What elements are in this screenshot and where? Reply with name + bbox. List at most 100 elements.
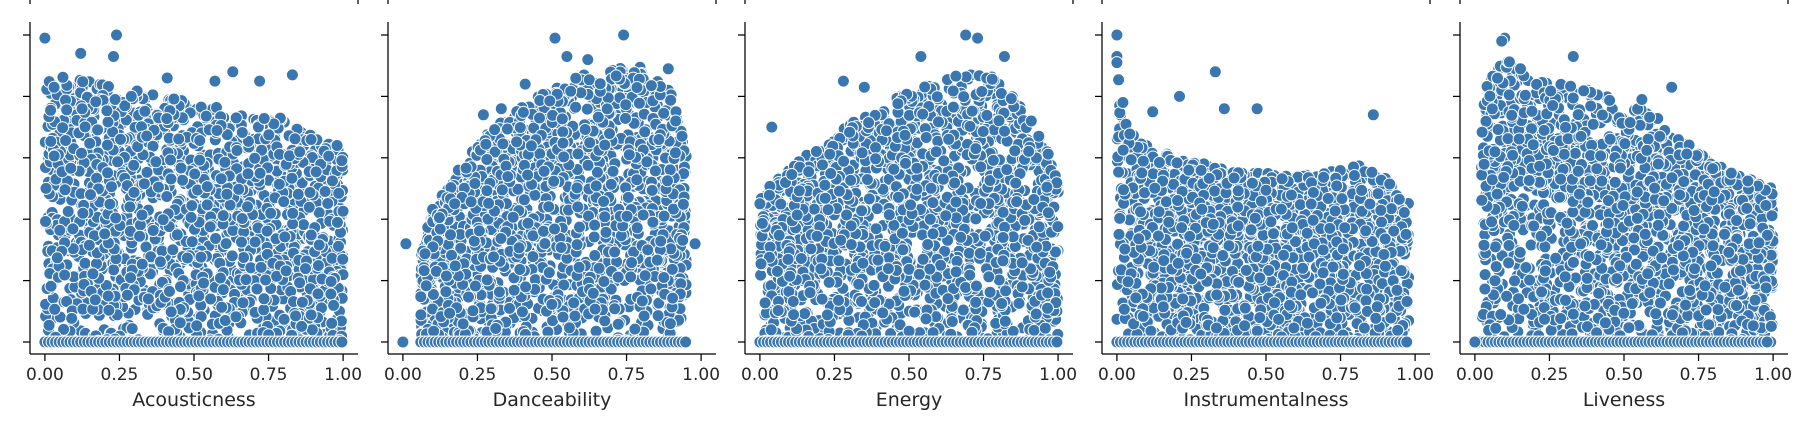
data-point	[204, 292, 218, 306]
data-point	[237, 251, 251, 264]
data-point	[946, 100, 960, 114]
data-point	[588, 249, 602, 262]
data-point	[949, 211, 963, 225]
data-point	[855, 146, 869, 160]
data-point	[654, 234, 668, 248]
outlier-point	[548, 31, 562, 45]
data-point	[650, 253, 664, 267]
data-point	[630, 81, 644, 94]
data-point	[297, 218, 311, 232]
data-point	[262, 128, 276, 142]
data-point	[459, 161, 473, 175]
data-point	[135, 257, 149, 271]
data-point	[299, 262, 312, 276]
x-tick-label: 0.25	[459, 365, 497, 385]
data-point	[587, 230, 601, 244]
data-point	[418, 247, 432, 261]
data-point	[439, 269, 453, 283]
x-tick-label: 0.00	[384, 365, 422, 385]
data-point	[472, 224, 486, 238]
data-point	[676, 197, 690, 211]
data-point	[582, 73, 596, 87]
data-point	[140, 165, 154, 179]
outlier-point	[107, 50, 120, 63]
data-point	[88, 293, 102, 307]
data-point	[172, 132, 186, 146]
data-point	[125, 322, 139, 336]
data-point	[76, 75, 90, 89]
data-point	[66, 222, 80, 236]
data-point	[599, 225, 613, 239]
data-point	[146, 224, 160, 237]
data-point	[153, 255, 167, 269]
data-point	[44, 134, 58, 148]
data-point	[108, 93, 122, 106]
data-point	[537, 224, 550, 238]
data-point	[318, 185, 332, 198]
data-point	[76, 206, 90, 220]
data-point	[60, 103, 74, 117]
data-point	[448, 197, 462, 211]
data-point	[542, 200, 556, 214]
data-point	[480, 273, 494, 287]
data-point	[492, 285, 506, 299]
data-point	[466, 304, 480, 318]
data-point	[50, 251, 64, 265]
data-point	[598, 210, 612, 224]
outlier-point	[74, 46, 88, 60]
data-point	[210, 124, 224, 137]
data-point	[291, 187, 305, 201]
data-point	[419, 279, 433, 293]
data-point	[619, 98, 633, 112]
data-point	[286, 206, 300, 220]
data-point	[105, 180, 118, 194]
data-point	[120, 288, 134, 302]
data-point	[562, 321, 576, 335]
data-point	[417, 264, 431, 278]
data-point	[311, 259, 325, 272]
data-point	[47, 80, 61, 94]
data-point	[58, 183, 72, 197]
data-point	[556, 310, 570, 324]
data-point	[533, 111, 546, 125]
data-point	[547, 174, 561, 188]
data-point	[216, 283, 230, 297]
data-point	[285, 171, 299, 185]
data-point	[174, 280, 187, 294]
data-point	[608, 302, 622, 316]
data-point	[644, 282, 658, 296]
data-point	[322, 149, 336, 163]
data-point	[184, 210, 198, 224]
data-point	[229, 111, 243, 125]
data-point	[512, 241, 526, 255]
data-point	[516, 105, 530, 119]
data-point	[304, 133, 318, 146]
data-point	[259, 273, 273, 287]
data-point	[581, 158, 595, 172]
data-point	[91, 123, 105, 137]
data-point	[433, 222, 447, 236]
data-point	[170, 228, 184, 242]
data-point	[218, 155, 232, 169]
data-point	[312, 238, 326, 252]
data-point	[640, 155, 654, 169]
data-point	[657, 209, 671, 223]
data-point	[190, 319, 204, 333]
data-point	[604, 177, 618, 191]
data-point	[583, 136, 597, 150]
data-point	[589, 179, 603, 193]
data-point	[570, 181, 584, 195]
data-point	[102, 303, 116, 317]
data-point	[61, 205, 75, 218]
data-point	[229, 310, 243, 324]
data-point	[496, 137, 510, 151]
data-point	[569, 71, 583, 85]
outlier-point	[226, 65, 240, 79]
data-point	[600, 102, 614, 116]
data-point	[462, 290, 475, 304]
data-point	[608, 245, 622, 259]
data-point	[64, 161, 78, 175]
data-point	[279, 264, 293, 278]
